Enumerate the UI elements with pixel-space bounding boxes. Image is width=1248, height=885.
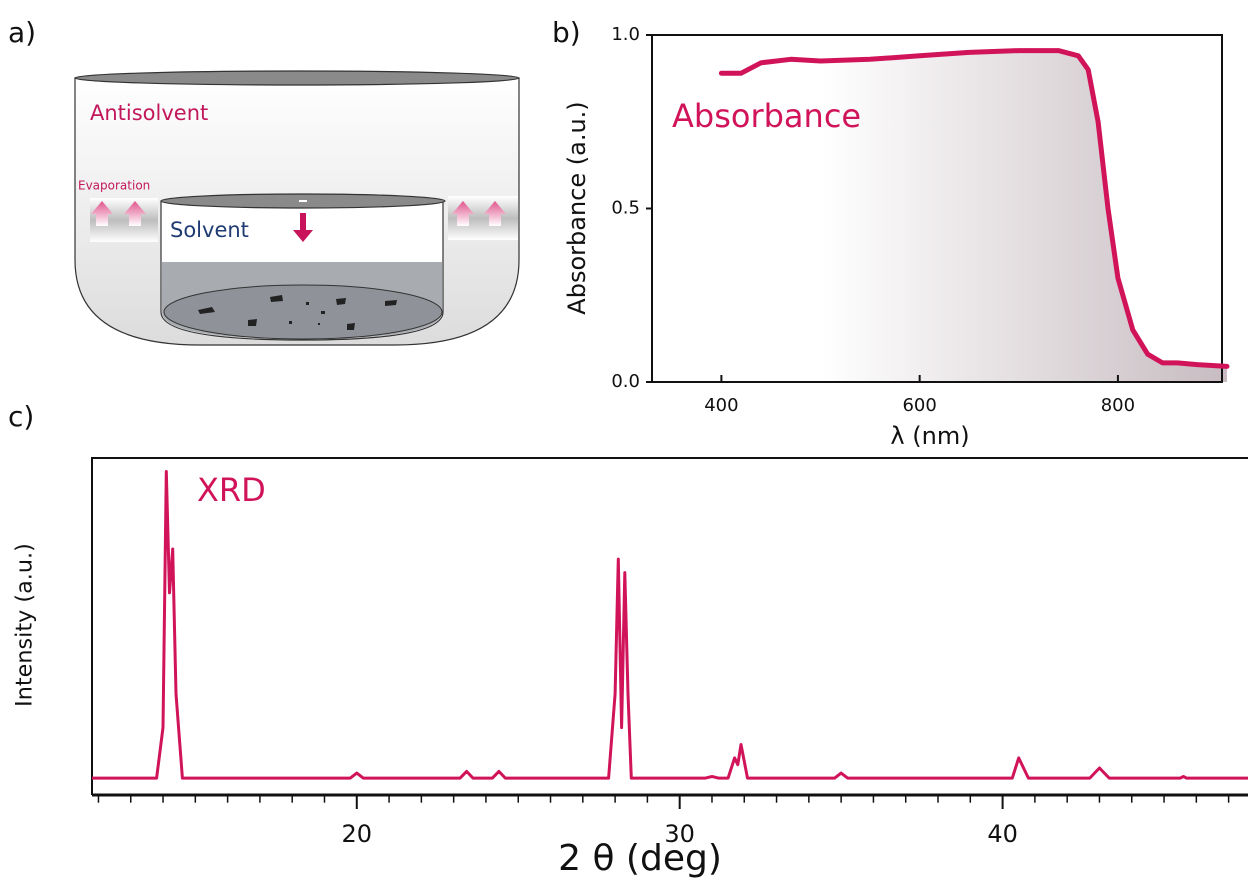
arrow xyxy=(452,201,474,226)
y-tick-label: 1.0 xyxy=(611,24,640,45)
area-fill xyxy=(721,50,1227,382)
x-tick-label: 800 xyxy=(1101,395,1135,416)
arrow xyxy=(124,201,146,226)
x-tick-label: 400 xyxy=(704,395,738,416)
x-tick-label: 40 xyxy=(987,820,1018,848)
data-line xyxy=(92,470,1248,780)
diagram: Antisolvent Evaporation Solvent xyxy=(74,70,520,346)
series-label: XRD xyxy=(197,471,266,509)
inner-floor xyxy=(163,284,443,340)
y-tick-label: 0.0 xyxy=(611,371,640,392)
drop xyxy=(299,200,307,202)
solvent-label: Solvent xyxy=(170,218,249,242)
data-line xyxy=(718,48,1230,369)
x-axis-label: 2 θ (deg) xyxy=(558,838,722,879)
arrow xyxy=(91,201,113,226)
crystals xyxy=(198,295,397,330)
arrow xyxy=(293,213,313,242)
antisolvent-label: Antisolvent xyxy=(90,101,208,125)
x-tick-label: 20 xyxy=(342,820,373,848)
panel-label: a) xyxy=(8,16,36,49)
y-tick-label: 0.5 xyxy=(611,198,640,219)
outer-rim xyxy=(74,70,520,86)
x-axis-label: λ (nm) xyxy=(890,422,969,450)
arrow xyxy=(484,201,506,226)
x-tick-label: 600 xyxy=(902,395,936,416)
panel-label: b) xyxy=(552,16,581,49)
y-axis-label: Intensity (a.u.) xyxy=(12,543,38,707)
series-label: Absorbance xyxy=(672,97,861,135)
panel-label: c) xyxy=(8,400,34,433)
x-tick-label: 30 xyxy=(664,820,695,848)
plot-frame xyxy=(91,457,1248,795)
evaporation-label: Evaporation xyxy=(78,179,150,193)
y-axis-label: Absorbance (a.u.) xyxy=(563,101,591,314)
